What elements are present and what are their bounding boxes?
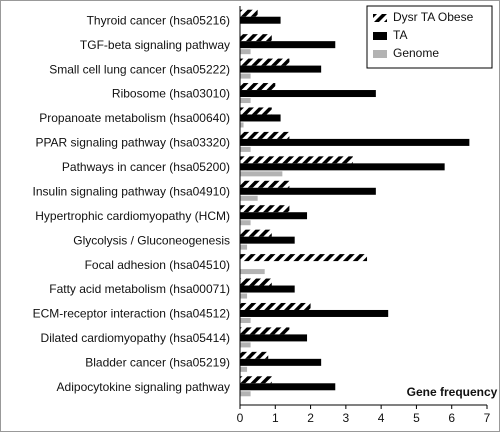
y-tick-label: Dilated cardiomyopathy (hsa05414) [41, 331, 230, 345]
y-tick-label: Hypertrophic cardiomyopathy (HCM) [35, 209, 230, 223]
bar [240, 244, 248, 250]
bar [240, 107, 272, 115]
x-tick-label: 7 [484, 411, 491, 425]
legend-box [366, 5, 493, 69]
bar [240, 83, 276, 91]
bar [240, 187, 376, 195]
bar [240, 73, 251, 79]
x-tick-label: 1 [272, 411, 279, 425]
y-tick-label: PPAR signaling pathway (hsa03320) [35, 136, 230, 150]
y-tick-label: Fatty acid metabolism (hsa00071) [49, 282, 230, 296]
bar [240, 342, 251, 348]
x-axis-title: Gene frequency (%) [407, 385, 500, 399]
bar [240, 58, 290, 66]
bar [240, 9, 258, 17]
bar [240, 195, 258, 201]
bar [240, 376, 272, 384]
bar [240, 351, 269, 359]
bar [240, 391, 251, 397]
bar [240, 229, 272, 237]
bar [240, 334, 308, 342]
y-tick-label: Bladder cancer (hsa05219) [85, 356, 230, 370]
bar [240, 285, 295, 293]
bar [240, 180, 290, 188]
bar [240, 49, 251, 55]
bar [240, 98, 251, 104]
y-tick-label: TGF-beta signaling pathway [80, 38, 230, 52]
bar [240, 163, 445, 171]
bar [240, 16, 281, 24]
bar [240, 41, 336, 49]
bar [240, 90, 376, 98]
bar [240, 383, 336, 391]
bar [240, 212, 308, 220]
legend-swatch [373, 32, 387, 40]
y-tick-label: Small cell lung cancer (hsa05222) [49, 62, 230, 76]
bar [240, 254, 368, 262]
y-tick-label: Pathways in cancer (hsa05200) [62, 160, 230, 174]
bar [240, 114, 281, 122]
x-tick-label: 2 [307, 411, 314, 425]
bar [240, 171, 283, 177]
bar [240, 317, 251, 323]
legend-swatch [373, 14, 387, 22]
y-tick-label: Focal adhesion (hsa04510) [85, 258, 230, 272]
bar [240, 366, 248, 372]
bar [240, 327, 290, 335]
bar [240, 146, 251, 152]
y-tick-label: Thyroid cancer (hsa05216) [87, 13, 230, 27]
legend-label: Genome [393, 46, 439, 60]
bar [240, 309, 389, 317]
bar [240, 358, 322, 366]
bar [240, 278, 272, 286]
y-tick-label: Glycolysis / Gluconeogenesis [73, 233, 230, 247]
x-tick-label: 3 [343, 411, 350, 425]
bar [240, 122, 244, 128]
y-tick-label: Adipocytokine signaling pathway [57, 380, 230, 394]
bar [240, 65, 322, 73]
bar [240, 34, 272, 42]
bar [240, 269, 265, 275]
bar [240, 220, 251, 226]
bar [240, 138, 470, 146]
x-tick-label: 5 [413, 411, 420, 425]
y-tick-label: Ribosome (hsa03010) [112, 87, 230, 101]
bar [240, 293, 248, 299]
bar [240, 205, 290, 213]
legend-label: TA [393, 28, 407, 42]
x-tick-label: 6 [448, 411, 455, 425]
bar [240, 236, 295, 244]
legend-label: Dysr TA Obese [393, 10, 474, 24]
y-tick-label: ECM-receptor interaction (hsa04512) [33, 307, 230, 321]
y-tick-label: Insulin signaling pathway (hsa04910) [33, 184, 230, 198]
bar [240, 131, 290, 139]
x-tick-label: 0 [237, 411, 244, 425]
legend-swatch [373, 50, 387, 58]
bar [240, 302, 311, 310]
bar [240, 156, 353, 164]
y-tick-label: Propanoate metabolism (hsa00640) [39, 111, 230, 125]
x-tick-label: 4 [378, 411, 385, 425]
